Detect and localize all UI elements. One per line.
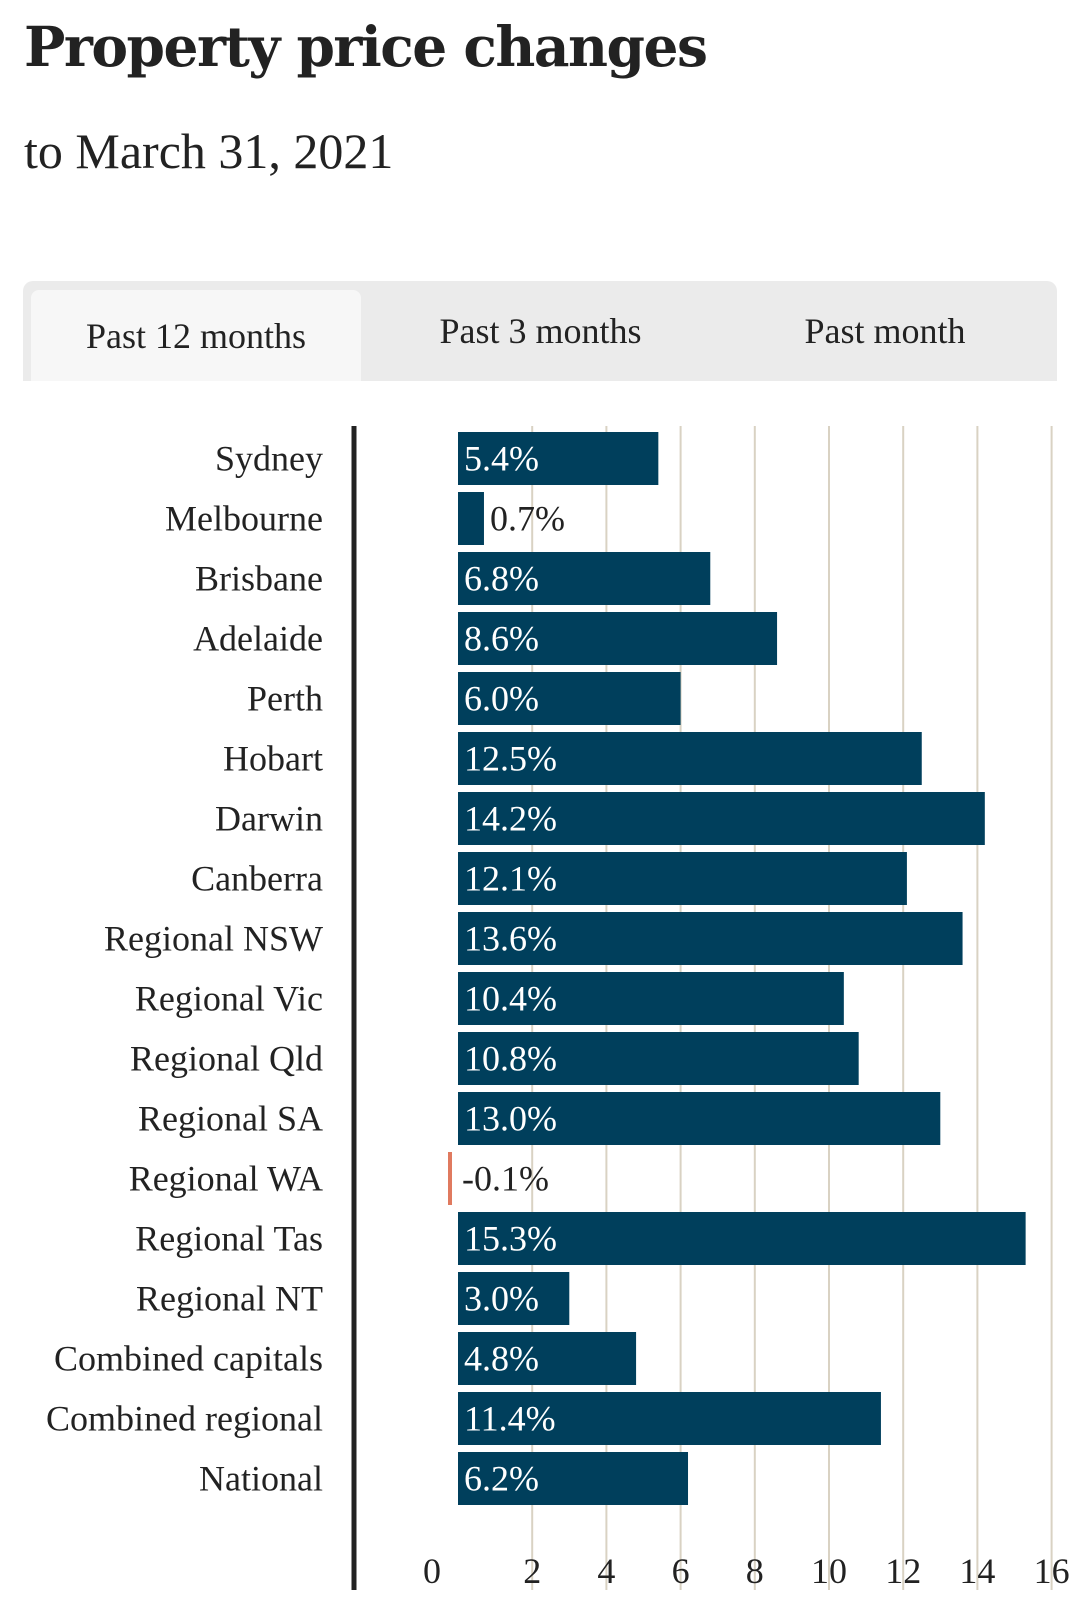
- bar: [458, 1212, 1026, 1265]
- bar: [458, 1392, 881, 1445]
- category-label: Hobart: [223, 739, 323, 779]
- category-label: Perth: [247, 679, 323, 719]
- category-label: Melbourne: [165, 499, 323, 539]
- category-label: Regional WA: [129, 1159, 323, 1199]
- tab-past-month[interactable]: Past month: [804, 311, 966, 351]
- tab-past-12-months[interactable]: Past 12 months: [31, 290, 361, 381]
- data-label: 13.0%: [464, 1099, 557, 1139]
- data-label: 3.0%: [464, 1279, 539, 1319]
- category-label: Regional Qld: [130, 1039, 323, 1079]
- data-label: 12.5%: [464, 739, 557, 779]
- category-label: Brisbane: [195, 559, 323, 599]
- x-tick-label: 12: [885, 1551, 921, 1591]
- bar: [458, 972, 844, 1025]
- bar: [458, 1332, 637, 1385]
- category-label: Regional Vic: [135, 979, 323, 1019]
- bar-chart: 0 2 4 6 8 10 12 14 16 Sydney 5.4% Melbourne 0.7% Bris…: [46, 426, 1070, 1591]
- data-label: 12.1%: [464, 859, 557, 899]
- data-label: 0.7%: [490, 499, 565, 539]
- bar: [448, 1152, 452, 1205]
- data-label: 11.4%: [464, 1399, 556, 1439]
- category-label: Regional NSW: [104, 919, 323, 959]
- data-label: 6.8%: [464, 559, 539, 599]
- data-label: 6.0%: [464, 679, 539, 719]
- data-label: 15.3%: [464, 1219, 557, 1259]
- x-tick-label: 4: [597, 1551, 615, 1591]
- bar: [458, 672, 681, 725]
- bar: [458, 552, 711, 605]
- x-tick-label: 2: [523, 1551, 541, 1591]
- category-label: Regional SA: [138, 1099, 323, 1139]
- category-label: Combined capitals: [54, 1339, 323, 1379]
- x-tick-label: 0: [423, 1551, 441, 1591]
- bar: [458, 1452, 689, 1505]
- data-label: 5.4%: [464, 439, 539, 479]
- data-label: 13.6%: [464, 919, 557, 959]
- category-label: Canberra: [191, 859, 323, 899]
- data-label: 6.2%: [464, 1459, 539, 1499]
- bar: [458, 432, 659, 485]
- bar: [458, 492, 484, 545]
- x-tick-label: 8: [746, 1551, 764, 1591]
- data-label: 14.2%: [464, 799, 557, 839]
- bar: [458, 732, 922, 785]
- x-tick-label: 16: [1034, 1551, 1070, 1591]
- x-tick-label: 14: [959, 1551, 995, 1591]
- chart-subtitle: to March 31, 2021: [24, 123, 394, 179]
- tab-past-3-months[interactable]: Past 3 months: [439, 311, 642, 351]
- bar: [458, 852, 907, 905]
- category-label: Regional Tas: [135, 1219, 323, 1259]
- chart-title: Property price changes: [24, 14, 708, 79]
- category-label: National: [199, 1459, 323, 1499]
- bar: [458, 1032, 859, 1085]
- category-label: Adelaide: [193, 619, 323, 659]
- bar: [458, 912, 963, 965]
- category-label: Combined regional: [46, 1399, 323, 1439]
- data-label: 4.8%: [464, 1339, 539, 1379]
- x-tick-label: 10: [811, 1551, 847, 1591]
- bar: [458, 1092, 941, 1145]
- bar: [458, 792, 985, 845]
- x-tick-label: 6: [672, 1551, 690, 1591]
- data-label: -0.1%: [462, 1159, 549, 1199]
- data-label: 10.4%: [464, 979, 557, 1019]
- period-tabs: Past 12 months Past 3 months Past month: [23, 281, 1057, 381]
- bar: [458, 1272, 570, 1325]
- category-label: Regional NT: [136, 1279, 323, 1319]
- category-label: Sydney: [215, 439, 323, 479]
- bar: [458, 612, 778, 665]
- data-label: 10.8%: [464, 1039, 557, 1079]
- category-label: Darwin: [215, 799, 323, 839]
- data-label: 8.6%: [464, 619, 539, 659]
